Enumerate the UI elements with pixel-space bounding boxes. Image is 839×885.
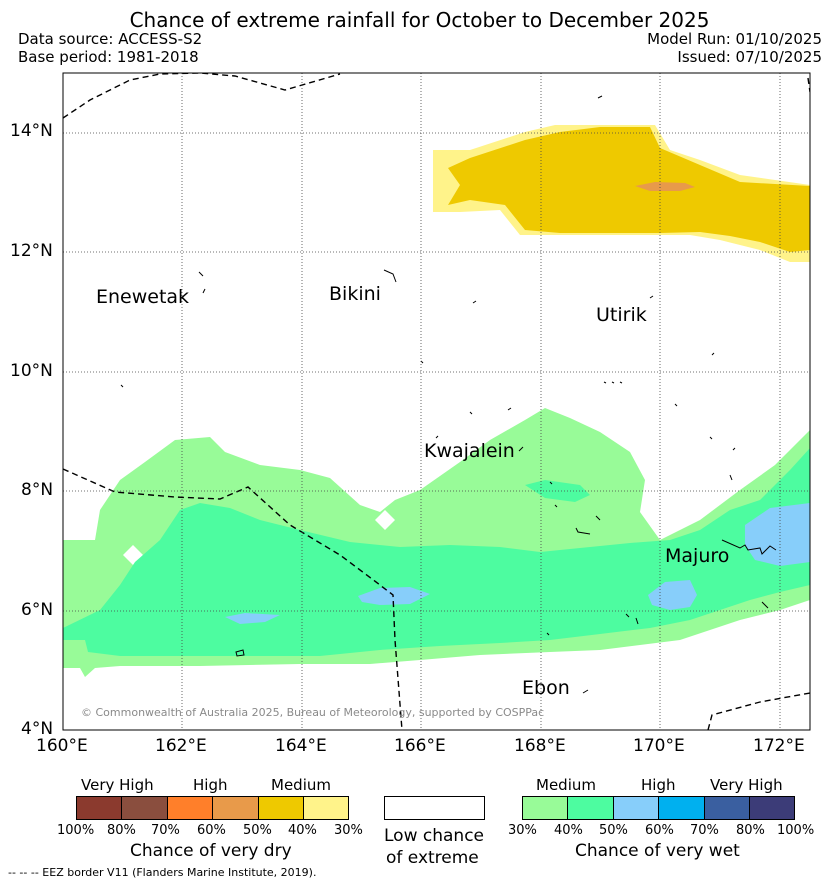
lon-label-170e: 170°E	[633, 736, 685, 756]
dry-tick-30: 30%	[334, 823, 363, 838]
dry-tick-80: 80%	[107, 823, 136, 838]
wet-caption-high: High	[641, 776, 676, 794]
wet-high-patch-3	[358, 587, 430, 605]
copyright-note: © Commonwealth of Australia 2025, Bureau…	[81, 706, 545, 719]
lat-label-6n: 6°N	[21, 600, 54, 620]
dry-tick-100: 100%	[57, 823, 95, 838]
place-majuro: Majuro	[665, 545, 730, 567]
lon-label-160e: 160°E	[36, 736, 88, 756]
dry-swatch-2	[166, 796, 214, 820]
wet-colorbar-title: Chance of very wet	[575, 841, 740, 861]
lon-label-162e: 162°E	[155, 736, 207, 756]
dry-tick-40: 40%	[288, 823, 317, 838]
lon-label-164e: 164°E	[275, 736, 327, 756]
wet-swatch-2	[612, 796, 660, 820]
lon-label-172e: 172°E	[753, 736, 805, 756]
lon-label-166e: 166°E	[394, 736, 446, 756]
wet-mid-patch	[525, 480, 590, 502]
place-utirik: Utirik	[596, 304, 647, 326]
wet-tick-30: 30%	[508, 823, 537, 838]
dry-tick-70: 70%	[151, 823, 180, 838]
dry-caption-very-high: Very High	[81, 776, 154, 794]
dry-swatch-3	[212, 796, 259, 820]
wet-tick-100: 100%	[777, 823, 815, 838]
wet-high-patch-2	[648, 580, 697, 610]
dry-caption-medium: Medium	[271, 776, 331, 794]
place-bikini: Bikini	[329, 283, 381, 305]
place-ebon: Ebon	[522, 677, 570, 699]
wet-swatch-1	[567, 796, 614, 820]
lat-label-4n: 4°N	[21, 719, 54, 739]
wet-tick-70: 70%	[690, 823, 719, 838]
dry-tick-50: 50%	[243, 823, 272, 838]
lat-label-10n: 10°N	[10, 361, 53, 381]
issued-date: Issued: 07/10/2025	[677, 48, 822, 66]
dry-swatch-1	[121, 796, 168, 820]
map-title: Chance of extreme rainfall for October t…	[129, 8, 710, 32]
wet-mid-region	[63, 448, 810, 656]
place-kwajalein: Kwajalein	[424, 440, 515, 462]
dry-swatch-4	[257, 796, 304, 820]
wet-low-center-gap2	[375, 510, 395, 530]
wet-tick-60: 60%	[645, 823, 674, 838]
wet-swatch-0	[522, 796, 569, 820]
wet-tick-40: 40%	[554, 823, 583, 838]
dry-swatch-0	[76, 796, 123, 820]
place-enewetak: Enewetak	[96, 286, 190, 308]
model-run: Model Run: 01/10/2025	[647, 30, 822, 48]
dry-colorbar-title: Chance of very dry	[130, 841, 292, 861]
dry-caption-high: High	[193, 776, 228, 794]
low-chance-swatch	[384, 796, 485, 820]
map-frame	[62, 72, 811, 731]
wet-tick-80: 80%	[736, 823, 765, 838]
dry-swatch-5	[303, 796, 350, 820]
wet-swatch-4	[703, 796, 750, 820]
dry-medium-region	[448, 127, 810, 252]
wet-swatch-5	[749, 796, 796, 820]
lat-label-8n: 8°N	[21, 480, 54, 500]
lat-label-12n: 12°N	[10, 241, 53, 261]
base-period: Base period: 1981-2018	[18, 48, 199, 66]
eez-footnote: -- -- -- EEZ border V11 (Flanders Marine…	[8, 866, 317, 879]
lat-label-14n: 14°N	[10, 121, 53, 141]
wet-tick-50: 50%	[599, 823, 628, 838]
low-chance-line1: Low chance	[384, 826, 484, 846]
lon-label-168e: 168°E	[514, 736, 566, 756]
wet-high-patch-4	[225, 613, 280, 624]
wet-caption-medium: Medium	[536, 776, 596, 794]
wet-swatch-3	[658, 796, 705, 820]
wet-caption-very-high: Very High	[710, 776, 783, 794]
data-source: Data source: ACCESS-S2	[18, 30, 203, 48]
islands	[120, 95, 777, 694]
dry-tick-60: 60%	[197, 823, 226, 838]
low-chance-line2: of extreme	[386, 848, 479, 868]
dry-high-patch	[635, 182, 695, 191]
